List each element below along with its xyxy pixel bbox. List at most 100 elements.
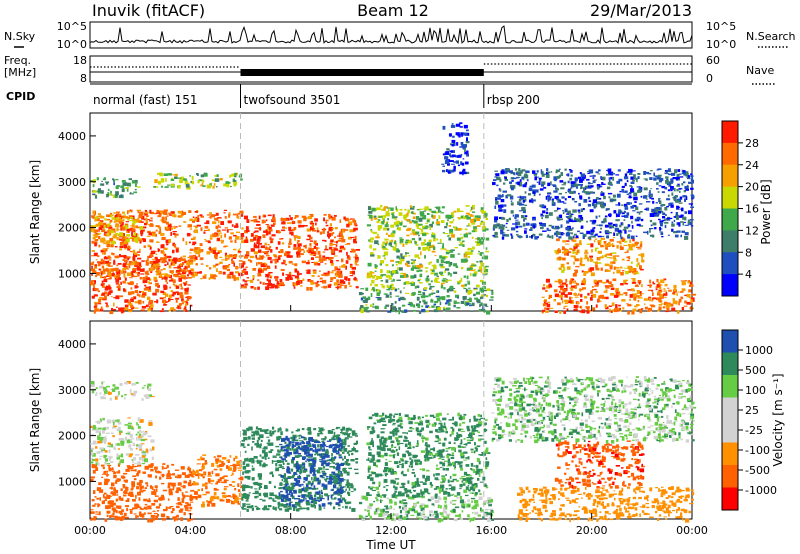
heatmap-cell	[300, 285, 303, 287]
heatmap-cell	[169, 506, 174, 508]
heatmap-cell	[237, 212, 242, 215]
heatmap-cell	[250, 248, 255, 252]
heatmap-cell	[609, 257, 612, 259]
heatmap-cell	[91, 240, 95, 244]
heatmap-cell	[101, 283, 105, 285]
heatmap-cell	[107, 223, 111, 227]
heatmap-cell	[547, 182, 551, 187]
heatmap-cell	[232, 213, 237, 216]
heatmap-cell	[600, 192, 605, 196]
heatmap-cell	[558, 256, 561, 261]
heatmap-cell	[410, 282, 415, 286]
heatmap-cell	[681, 230, 685, 233]
heatmap-cell	[145, 259, 148, 263]
heatmap-cell	[325, 224, 329, 227]
heatmap-cell	[264, 247, 269, 250]
heatmap-cell	[116, 264, 119, 267]
heatmap-cell	[185, 303, 188, 306]
heatmap-cell	[269, 229, 273, 232]
heatmap-cell	[536, 176, 540, 178]
heatmap-cell	[377, 255, 381, 259]
heatmap-cell	[355, 264, 359, 266]
heatmap-cell	[148, 245, 152, 248]
heatmap-cell	[623, 210, 626, 213]
heatmap-cell	[628, 224, 631, 227]
heatmap-cell	[270, 249, 273, 253]
heatmap-cell	[510, 172, 514, 175]
heatmap-cell	[649, 170, 653, 172]
heatmap-cell	[670, 179, 674, 184]
heatmap-cell	[100, 183, 105, 186]
heatmap-cell	[636, 263, 638, 268]
heatmap-cell	[145, 465, 149, 468]
heatmap-cell	[640, 195, 643, 198]
heatmap-cell	[604, 285, 609, 287]
heatmap-cell	[566, 213, 569, 215]
heatmap-cell	[367, 296, 371, 300]
heatmap-cell	[687, 210, 692, 215]
heatmap-cell	[556, 175, 560, 179]
heatmap-cell	[360, 309, 364, 314]
heatmap-cell	[641, 259, 645, 263]
heatmap-cell	[394, 271, 399, 274]
heatmap-cell	[566, 240, 570, 242]
heatmap-cell	[162, 292, 167, 296]
heatmap-cell	[94, 496, 97, 498]
heatmap-cell	[524, 198, 527, 202]
heatmap-cell	[392, 279, 395, 282]
heatmap-cell	[90, 461, 94, 464]
heatmap-cell	[141, 454, 146, 458]
heatmap-cell	[139, 448, 143, 451]
heatmap-cell	[464, 253, 468, 258]
heatmap-cell	[246, 226, 249, 230]
heatmap-cell	[504, 176, 507, 178]
heatmap-cell	[242, 261, 246, 264]
heatmap-cell	[217, 232, 222, 234]
heatmap-cell	[459, 280, 461, 284]
heatmap-cell	[563, 305, 568, 307]
heatmap-cell	[408, 239, 412, 244]
heatmap-cell	[130, 469, 135, 472]
heatmap-cell	[417, 293, 422, 296]
heatmap-cell	[431, 290, 434, 292]
heatmap-cell	[650, 224, 653, 227]
heatmap-cell	[462, 158, 465, 160]
heatmap-cell	[460, 236, 464, 240]
heatmap-cell	[103, 239, 106, 242]
heatmap-cell	[461, 162, 465, 166]
heatmap-cell	[643, 171, 647, 175]
heatmap-cell	[185, 491, 188, 493]
heatmap-cell	[171, 488, 174, 491]
heatmap-cell	[402, 225, 407, 228]
heatmap-cell	[566, 173, 569, 176]
heatmap-cell	[349, 285, 352, 288]
heatmap-cell	[94, 239, 99, 242]
heatmap-cell	[480, 308, 486, 312]
heatmap-cell	[296, 271, 300, 276]
heatmap-cell	[578, 183, 583, 186]
heatmap-cell	[150, 463, 154, 467]
heatmap-cell	[323, 285, 328, 289]
heatmap-cell	[679, 215, 684, 218]
heatmap-cell	[140, 438, 145, 442]
heatmap-cell	[654, 208, 657, 213]
heatmap-cell	[560, 187, 565, 190]
heatmap-cell	[665, 310, 669, 313]
heatmap-cell	[690, 178, 694, 182]
heatmap-cell	[321, 470, 326, 473]
heatmap-cell	[269, 236, 272, 240]
heatmap-cell	[117, 273, 120, 278]
heatmap-cell	[227, 275, 232, 279]
heatmap-cell	[690, 225, 694, 227]
heatmap-cell	[663, 278, 667, 281]
heatmap-cell	[522, 196, 527, 199]
heatmap-cell	[124, 436, 127, 441]
heatmap-cell	[504, 179, 509, 181]
heatmap-cell	[571, 238, 574, 242]
heatmap-cell	[297, 244, 300, 249]
heatmap-cell	[244, 271, 248, 275]
freq-tick-bottom: 8	[80, 72, 87, 85]
heatmap-cell	[553, 227, 557, 230]
heatmap-cell	[195, 250, 200, 255]
heatmap-cell	[280, 269, 285, 271]
